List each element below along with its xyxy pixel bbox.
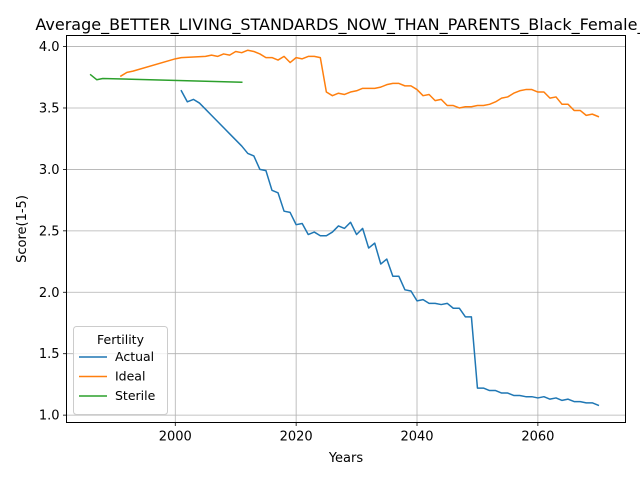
legend-label-actual: Actual bbox=[115, 349, 154, 364]
y-tick-label: 2.0 bbox=[39, 286, 60, 301]
x-tick-label: 2060 bbox=[521, 430, 554, 445]
legend-label-sterile: Sterile bbox=[115, 388, 156, 403]
legend-title: Fertility bbox=[97, 332, 145, 347]
y-axis-ticks: 1.0 1.5 2.0 2.5 3.0 3.5 4.0 bbox=[39, 40, 67, 424]
x-tick-label: 2020 bbox=[280, 430, 313, 445]
x-tick-label: 2040 bbox=[400, 430, 433, 445]
series-line-sterile bbox=[89, 73, 243, 83]
legend-label-ideal: Ideal bbox=[115, 369, 145, 384]
legend-box bbox=[73, 326, 168, 415]
legend: Fertility Actual Ideal Sterile bbox=[73, 326, 168, 415]
x-axis-ticks: 2000 2020 2040 2060 bbox=[159, 422, 554, 445]
y-axis-label: Score(1-5) bbox=[15, 195, 30, 263]
x-tick-label: 2000 bbox=[159, 430, 192, 445]
plot-area-frame bbox=[66, 35, 626, 423]
series-line-actual bbox=[180, 89, 600, 407]
chart-title: Average_BETTER_LIVING_STANDARDS_NOW_THAN… bbox=[35, 15, 640, 35]
plot-series bbox=[89, 49, 600, 407]
y-tick-label: 1.0 bbox=[39, 409, 60, 424]
y-tick-label: 4.0 bbox=[39, 40, 60, 55]
y-tick-label: 3.5 bbox=[39, 101, 60, 116]
y-tick-label: 1.5 bbox=[39, 347, 60, 362]
x-axis-label: Years bbox=[328, 451, 364, 466]
y-tick-label: 2.5 bbox=[39, 224, 60, 239]
series-line-ideal bbox=[119, 49, 600, 118]
y-tick-label: 3.0 bbox=[39, 163, 60, 178]
